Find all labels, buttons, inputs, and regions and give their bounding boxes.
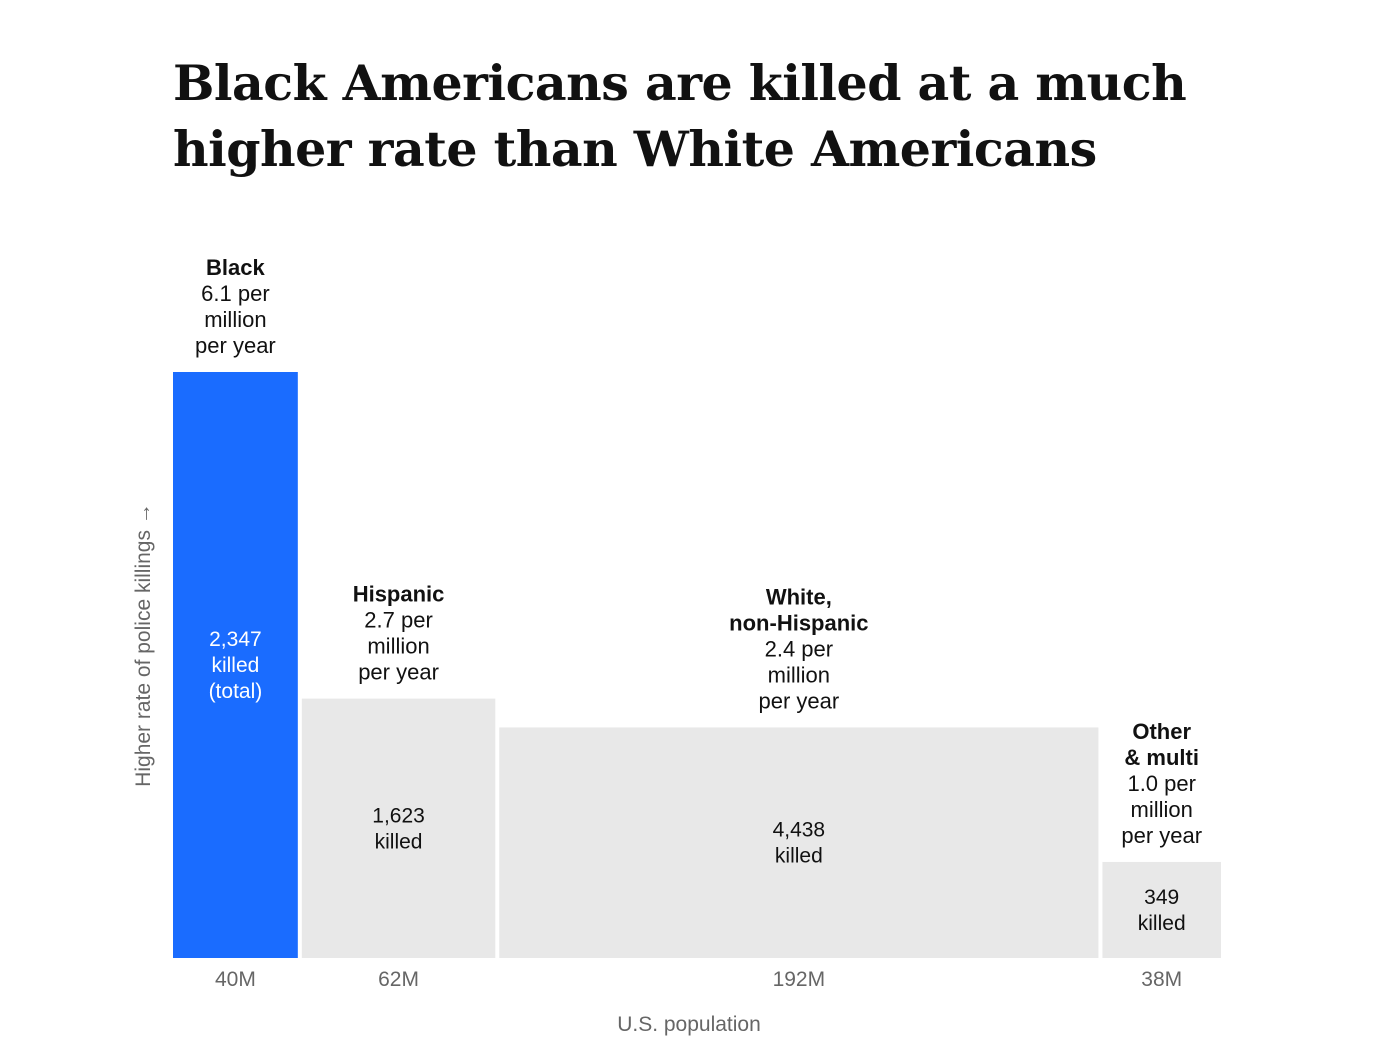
rate-label-black: 6.1 per million per year (195, 281, 276, 358)
killed-label-other-multi-line: killed (1138, 912, 1186, 935)
group-label-other-multi-line: & multi (1124, 745, 1199, 770)
killed-label-other-multi-line: 349 (1144, 886, 1179, 909)
group-label-other-multi: Other & multi (1124, 719, 1199, 770)
killed-label-hispanic-line: 1,623 (372, 804, 425, 827)
rate-label-hispanic-line: per year (358, 660, 439, 685)
killed-label-black: 2,347 killed (total) (209, 628, 263, 703)
rate-label-black-line: 6.1 per (201, 281, 270, 306)
bar-black (173, 372, 298, 958)
killed-label-white-non-hispanic-line: 4,438 (773, 819, 826, 842)
rate-label-hispanic-line: million (367, 634, 429, 659)
rate-label-white-non-hispanic-line: per year (758, 688, 839, 713)
killed-label-black-line: 2,347 (209, 628, 262, 651)
killed-label-black-line: killed (211, 654, 259, 677)
rate-label-hispanic-line: 2.7 per (364, 608, 433, 633)
group-label-white-non-hispanic-line: non-Hispanic (729, 610, 868, 635)
x-axis-label: U.S. population (617, 1013, 761, 1036)
rate-label-black-line: per year (195, 333, 276, 358)
rate-label-other-multi-line: 1.0 per (1127, 771, 1196, 796)
killed-label-white-non-hispanic: 4,438 killed (773, 819, 826, 868)
killed-label-hispanic: 1,623 killed (372, 804, 425, 853)
group-label-white-non-hispanic-line: White, (766, 584, 832, 609)
y-axis-label: Higher rate of police killings → (132, 503, 155, 787)
killed-label-white-non-hispanic-line: killed (775, 845, 823, 868)
population-label-hispanic: 62M (378, 968, 419, 991)
group-label-white-non-hispanic: White, non-Hispanic (729, 584, 868, 635)
group-label-other-multi-line: Other (1132, 719, 1191, 744)
group-label-hispanic: Hispanic (353, 582, 445, 607)
killed-label-other-multi: 349 killed (1138, 886, 1186, 935)
bar-other-multi (1102, 861, 1221, 958)
bar-white-non-hispanic (499, 727, 1099, 958)
rate-label-white-non-hispanic-line: 2.4 per (765, 636, 834, 661)
bar-hispanic (301, 698, 496, 958)
population-label-black: 40M (215, 968, 256, 991)
population-label-white-non-hispanic: 192M (773, 968, 826, 991)
rate-label-black-line: million (204, 307, 266, 332)
killed-label-black-line: (total) (209, 680, 263, 703)
chart-title: Black Americans are killed at a much hig… (173, 54, 1187, 178)
group-label-black: Black (206, 255, 265, 280)
rate-label-other-multi-line: million (1131, 797, 1193, 822)
group-label-hispanic-line: Hispanic (353, 582, 445, 607)
rate-label-white-non-hispanic-line: million (768, 662, 830, 687)
population-label-other-multi: 38M (1141, 968, 1182, 991)
rate-label-hispanic: 2.7 per million per year (358, 608, 439, 685)
rate-label-white-non-hispanic: 2.4 per million per year (758, 636, 839, 713)
rate-label-other-multi-line: per year (1121, 823, 1202, 848)
rate-label-other-multi: 1.0 per million per year (1121, 771, 1202, 848)
group-label-black-line: Black (206, 255, 265, 280)
killed-label-hispanic-line: killed (375, 830, 423, 853)
